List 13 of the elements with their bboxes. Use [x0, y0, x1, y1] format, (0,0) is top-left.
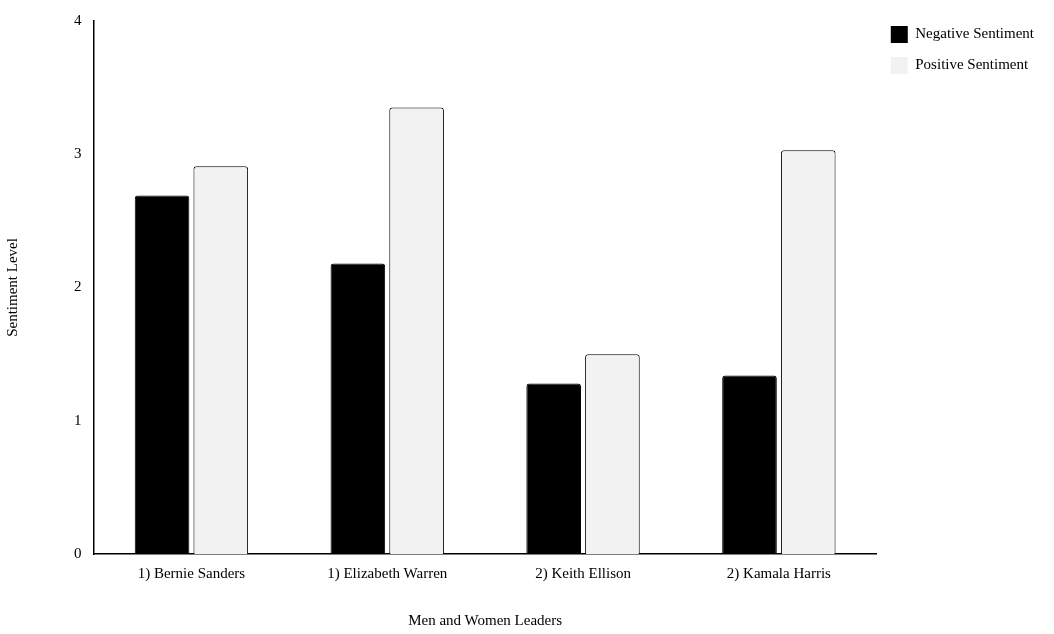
- y-tick-label: 0: [74, 544, 82, 561]
- x-tick-label: 2) Kamala Harris: [726, 564, 832, 582]
- x-axis-title: Men and Women Leaders: [408, 611, 563, 628]
- x-tick-label: 2) Keith Ellison: [535, 564, 632, 582]
- legend-label: Positive Sentiment: [915, 56, 1030, 73]
- y-axis-title: Sentiment Level: [3, 238, 20, 337]
- x-tick-label: 1) Bernie Sanders: [137, 564, 246, 582]
- y-tick-label: 1: [74, 411, 82, 428]
- y-tick-label: 4: [74, 11, 82, 28]
- legend-label: Negative Sentiment: [915, 25, 1035, 42]
- y-tick-label: 2: [74, 278, 82, 295]
- y-tick-label: 3: [74, 145, 82, 162]
- x-tick-label: 1) Elizabeth Warren: [327, 564, 448, 582]
